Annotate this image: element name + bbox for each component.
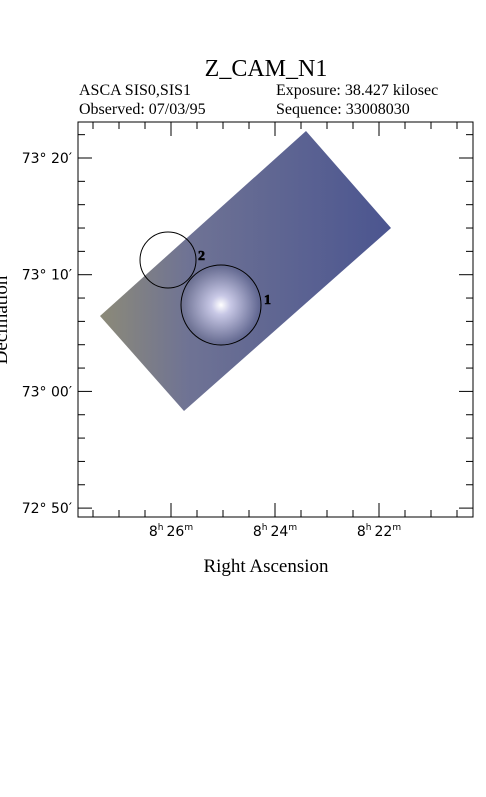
exposure: Exposure: 38.427 kilosec [276, 82, 438, 99]
x-tick-label: 8h 22m [357, 523, 401, 540]
source-label: 2 [198, 249, 205, 264]
x-tick-label: 8h 26m [149, 523, 193, 540]
x-tick-part: 22 [375, 524, 393, 540]
y-axis-label: Declination [0, 275, 12, 364]
source-glow [183, 267, 259, 343]
y-tick-label: 73° 00′ [22, 384, 72, 400]
y-tick-label: 73° 10′ [22, 268, 72, 284]
sequence: Sequence: 33008030 [276, 101, 410, 118]
y-tick-label: 73° 20′ [22, 151, 72, 167]
source-label: 1 [264, 293, 271, 308]
x-tick-part: m [288, 523, 297, 533]
x-tick-part: h [158, 523, 164, 533]
ticks [78, 122, 473, 517]
x-tick-part: 8 [149, 524, 158, 540]
source-circle [139, 231, 197, 289]
x-tick-part: 24 [271, 524, 289, 540]
x-axis-label: Right Ascension [203, 556, 329, 577]
x-tick-part: 26 [167, 524, 185, 540]
observed: Observed: 07/03/95 [79, 101, 206, 118]
x-tick-label: 8h 24m [253, 523, 297, 540]
x-tick-part: m [184, 523, 193, 533]
source-circle [180, 264, 262, 346]
x-tick-part: h [366, 523, 372, 533]
title: Z_CAM_N1 [205, 56, 328, 82]
y-tick-label: 72° 50′ [22, 501, 72, 517]
image [100, 131, 391, 411]
x-tick-part: h [262, 523, 268, 533]
x-tick-part: 8 [357, 524, 366, 540]
x-tick-part: 8 [253, 524, 262, 540]
instrument: ASCA SIS0,SIS1 [79, 82, 191, 99]
x-tick-part: m [392, 523, 401, 533]
